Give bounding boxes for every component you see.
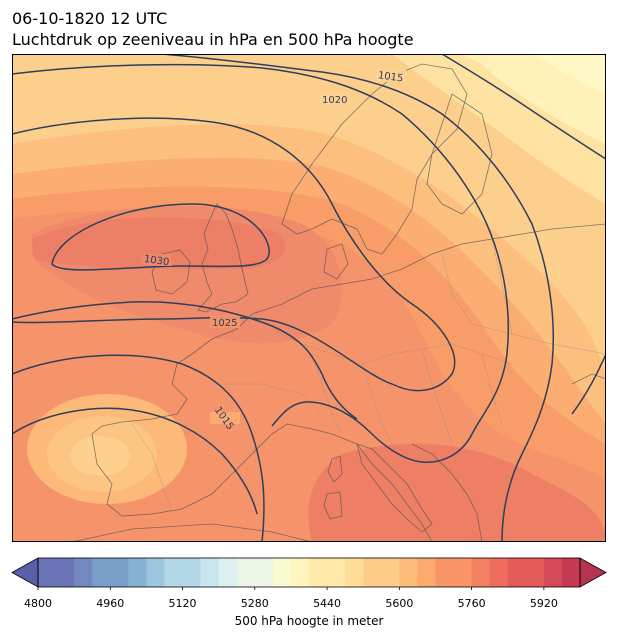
colorbar-bin [345, 558, 364, 587]
weather-map: 1015 1020 1030 1025 1015 [12, 54, 606, 542]
colorbar-bin [489, 558, 509, 587]
coastlines [71, 63, 606, 542]
isobar-label-1020: 1020 [322, 95, 347, 106]
colorbar-bin [453, 558, 472, 587]
colorbar-bin [38, 558, 57, 587]
colorbar-bin [309, 558, 328, 587]
isobar-label-1015-north: 1015 [377, 70, 404, 84]
colorbar-bin [200, 558, 220, 587]
colorbar-bin [525, 558, 545, 587]
colorbar-bin [146, 558, 165, 587]
colorbar-bin [236, 558, 256, 587]
colorbar-frame [37, 557, 581, 588]
colorbar-bin [543, 558, 563, 587]
country-borders [131, 238, 606, 513]
colorbar-tick-label: 4960 [96, 597, 125, 610]
colorbar-bin [218, 558, 238, 587]
colorbar-bin [435, 558, 454, 587]
colorbar-tick-label: 5600 [385, 597, 414, 610]
colorbar-bin [254, 558, 274, 587]
height-bands [12, 54, 606, 542]
map-title: Luchtdruk op zeeniveau in hPa en 500 hPa… [12, 30, 414, 49]
colorbar-tick-label: 5920 [529, 597, 558, 610]
colorbar-tick-label: 5280 [240, 597, 269, 610]
colorbar-bin [182, 558, 201, 587]
colorbar-bin [272, 558, 292, 587]
colorbar [11, 557, 607, 590]
isobar-label-1025: 1025 [212, 318, 237, 329]
colorbar-tick-label: 5760 [457, 597, 486, 610]
colorbar-tick-label: 4800 [24, 597, 52, 610]
isobars [12, 54, 606, 542]
map-frame [12, 54, 606, 542]
colorbar-bin [92, 558, 111, 587]
colorbar-tick-label: 5440 [313, 597, 342, 610]
colorbar-bin [399, 558, 418, 587]
colorbar-bin [363, 558, 382, 587]
colorbar-bin [164, 558, 183, 587]
colorbar-tick-label: 5120 [168, 597, 197, 610]
colorbar-bin [290, 558, 310, 587]
map-datetime: 06-10-1820 12 UTC [12, 9, 168, 28]
colorbar-bin [507, 558, 527, 587]
colorbar-bin [561, 558, 581, 587]
isobar-label-1030: 1030 [143, 254, 170, 268]
colorbar-bin [128, 558, 147, 587]
colorbar-label: 500 hPa hoogte in meter [234, 614, 384, 628]
colorbar-extend-low [11, 557, 39, 588]
colorbar-bin [381, 558, 400, 587]
colorbar-extend-high [579, 557, 607, 588]
colorbar-bin [74, 558, 93, 587]
colorbar-bin [110, 558, 129, 587]
colorbar-bin [417, 558, 436, 587]
colorbar-bin [471, 558, 491, 587]
colorbar-bin [56, 558, 75, 587]
colorbar-bin [327, 558, 346, 587]
